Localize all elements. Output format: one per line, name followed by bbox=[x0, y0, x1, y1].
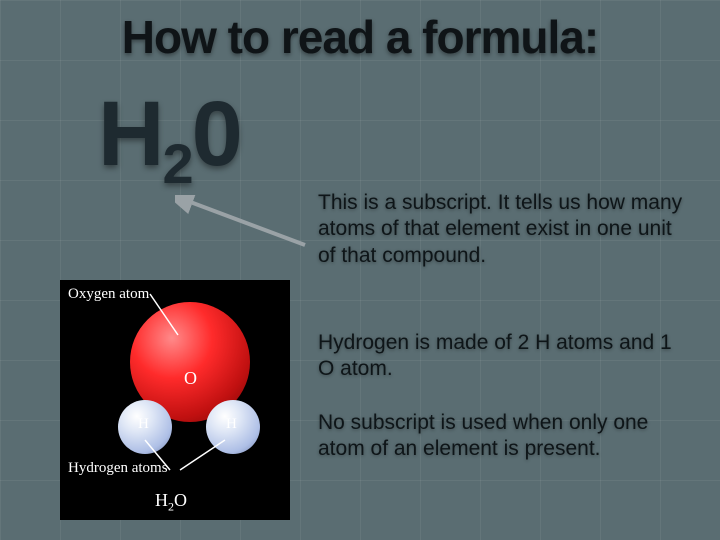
paragraph-no-subscript-rule: No subscript is used when only one atom … bbox=[318, 410, 688, 463]
molecule-figure: Oxygen atom O H H Hydrogen atoms H2O bbox=[60, 280, 290, 520]
molecule-label-hydrogen: Hydrogen atoms bbox=[68, 460, 168, 477]
formula-element-h: H bbox=[98, 83, 162, 185]
chemical-formula: H20 bbox=[98, 82, 241, 187]
formula-subscript: 2 bbox=[162, 132, 191, 195]
mol-formula-o: O bbox=[174, 490, 187, 510]
paragraph-subscript-explainer: This is a subscript. It tells us how man… bbox=[318, 190, 688, 269]
paragraph-composition: Hydrogen is made of 2 H atoms and 1 O at… bbox=[318, 330, 688, 383]
mol-formula-h: H bbox=[155, 490, 168, 510]
formula-element-o: 0 bbox=[192, 83, 241, 185]
molecule-leader-lines bbox=[60, 280, 290, 520]
pointer-arrow-icon bbox=[175, 195, 315, 255]
slide-title: How to read a formula: bbox=[0, 10, 720, 64]
molecule-formula-caption: H2O bbox=[155, 490, 187, 515]
